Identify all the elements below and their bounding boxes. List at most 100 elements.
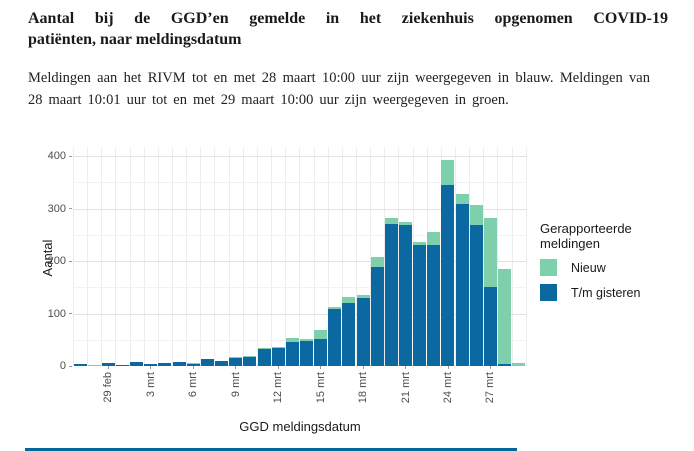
x-tick-label: 27 mrt xyxy=(484,372,497,404)
bar-segment-nieuw xyxy=(243,355,257,357)
bar-segment-nieuw xyxy=(87,364,101,366)
plot-panel xyxy=(72,148,527,366)
bar-segment-tm-gisteren xyxy=(342,303,356,366)
x-tick xyxy=(320,366,322,369)
gridline-h-minor xyxy=(73,234,527,236)
page-title-line2: patiënten, naar meldingsdatum xyxy=(28,31,242,48)
gridline-h-minor xyxy=(73,287,527,289)
bar-segment-tm-gisteren xyxy=(257,348,271,366)
x-tick xyxy=(447,366,449,369)
gridline-v xyxy=(525,148,527,366)
gridline-v xyxy=(214,148,216,366)
bar-segment-nieuw xyxy=(469,205,483,226)
bar-segment-tm-gisteren xyxy=(285,341,299,366)
bar-segment-tm-gisteren xyxy=(384,224,398,366)
gridline-v xyxy=(200,148,202,366)
bar-segment-nieuw xyxy=(427,232,441,246)
x-tick-label: 3 mrt xyxy=(144,372,157,398)
bar-segment-tm-gisteren xyxy=(130,362,144,366)
bar-segment-tm-gisteren xyxy=(144,363,158,366)
x-tick-label: 24 mrt xyxy=(442,372,454,404)
gridline-h-major xyxy=(73,156,527,157)
legend-items: Nieuw T/m gisteren xyxy=(540,259,690,301)
bar-segment-nieuw xyxy=(342,297,356,303)
bar-segment-nieuw xyxy=(483,217,497,288)
gridline-v xyxy=(370,148,372,366)
bar-segment-tm-gisteren xyxy=(116,364,129,366)
x-tick-label: 18 mrt xyxy=(357,372,370,404)
legend-item: Nieuw xyxy=(540,259,690,276)
bar-segment-nieuw xyxy=(257,347,271,349)
bar-segment-tm-gisteren xyxy=(356,298,370,366)
bar-segment-tm-gisteren xyxy=(229,357,243,366)
bar-segment-tm-gisteren xyxy=(186,363,200,366)
bar-segment-nieuw xyxy=(370,257,384,267)
bar-segment-tm-gisteren xyxy=(172,362,186,366)
bar-segment-tm-gisteren xyxy=(87,365,101,366)
bar-segment-tm-gisteren xyxy=(469,225,483,366)
bar-segment-nieuw xyxy=(314,330,328,340)
bar-segment-nieuw xyxy=(498,268,512,365)
bar-segment-tm-gisteren xyxy=(427,245,441,366)
bar-segment-tm-gisteren xyxy=(299,341,313,366)
bar-segment-nieuw xyxy=(399,222,412,226)
bar-segment-tm-gisteren xyxy=(399,225,412,366)
gridline-v xyxy=(426,148,428,366)
x-tick-label: 21 mrt xyxy=(399,372,412,404)
gridline-v xyxy=(483,148,485,366)
y-tick xyxy=(69,260,72,262)
legend-swatch-nieuw xyxy=(540,259,557,276)
y-tick-label: 100 xyxy=(47,307,66,320)
bar-segment-tm-gisteren xyxy=(455,203,469,366)
gridline-v xyxy=(285,148,287,366)
y-tick-label: 0 xyxy=(59,360,66,372)
x-axis-title: GGD meldingsdatum xyxy=(239,419,361,434)
y-tick-label: 200 xyxy=(47,255,66,267)
bar-segment-nieuw xyxy=(441,159,455,185)
bar-segment-nieuw xyxy=(356,295,370,299)
bar-segment-tm-gisteren xyxy=(215,360,229,366)
bar-segment-nieuw xyxy=(512,363,526,366)
gridline-h-minor xyxy=(73,182,527,184)
bar-segment-tm-gisteren xyxy=(200,359,214,366)
legend-item-label: Nieuw xyxy=(571,260,606,275)
bar-segment-tm-gisteren xyxy=(328,309,342,366)
gridline-v xyxy=(157,148,159,366)
gridline-v xyxy=(511,148,513,366)
gridline-v xyxy=(228,148,230,366)
bar-segment-tm-gisteren xyxy=(498,364,512,366)
gridline-v xyxy=(313,148,315,366)
y-tick xyxy=(69,155,72,157)
x-tick-label: 9 mrt xyxy=(229,372,242,398)
gridline-v xyxy=(412,148,414,366)
gridline-v xyxy=(129,148,131,366)
x-tick-label: 15 mrt xyxy=(314,372,327,404)
gridline-v xyxy=(115,148,117,366)
gridline-v xyxy=(87,148,89,366)
gridline-v xyxy=(497,148,499,366)
y-tick xyxy=(69,208,72,209)
x-tick xyxy=(235,366,237,369)
gridline-v xyxy=(355,148,357,366)
y-tick-label: 300 xyxy=(47,202,66,215)
bar-segment-tm-gisteren xyxy=(158,363,172,366)
gridline-h-major xyxy=(73,208,527,210)
legend-title: Gerapporteerde meldingen xyxy=(540,221,632,251)
legend-swatch-tm-gisteren xyxy=(540,284,557,301)
y-tick xyxy=(69,313,72,314)
y-tick xyxy=(69,365,72,367)
bar-segment-nieuw xyxy=(229,356,243,358)
gridline-v xyxy=(271,148,273,366)
intro-paragraph: Meldingen aan het RIVM tot en met 28 maa… xyxy=(28,70,650,108)
footer-bar xyxy=(25,448,517,451)
bar-segment-tm-gisteren xyxy=(271,347,285,366)
bar-segment-tm-gisteren xyxy=(73,364,87,366)
gridline-v xyxy=(327,148,329,366)
x-tick-label: 6 mrt xyxy=(187,372,200,398)
gridline-v xyxy=(72,148,74,366)
bar-segment-tm-gisteren xyxy=(413,245,427,366)
bar-segment-tm-gisteren xyxy=(483,287,497,366)
bar-segment-tm-gisteren xyxy=(101,363,115,366)
bar-segment-tm-gisteren xyxy=(441,184,455,366)
